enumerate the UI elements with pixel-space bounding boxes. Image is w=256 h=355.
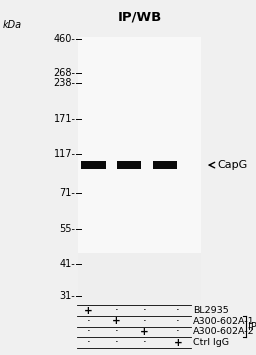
- Text: ·: ·: [176, 304, 180, 317]
- Text: ·: ·: [115, 304, 118, 317]
- Text: 117-: 117-: [54, 149, 76, 159]
- Text: ·: ·: [87, 336, 90, 349]
- Text: ·: ·: [87, 326, 90, 338]
- Text: ·: ·: [143, 336, 146, 349]
- Text: ·: ·: [176, 315, 180, 328]
- Text: CapG: CapG: [218, 160, 248, 170]
- Bar: [117, 159, 141, 171]
- Bar: [78, 253, 201, 300]
- Bar: [153, 161, 177, 169]
- Text: ·: ·: [176, 326, 180, 338]
- Text: 268-: 268-: [54, 68, 76, 78]
- Text: kDa: kDa: [3, 20, 22, 30]
- Text: +: +: [140, 327, 149, 337]
- Text: ·: ·: [115, 326, 118, 338]
- Text: 31-: 31-: [60, 291, 76, 301]
- Bar: [117, 161, 141, 169]
- Bar: [117, 160, 141, 170]
- Text: IP/WB: IP/WB: [118, 11, 162, 24]
- Text: +: +: [174, 338, 182, 348]
- Text: 71-: 71-: [60, 189, 76, 198]
- Text: ·: ·: [143, 315, 146, 328]
- Bar: [81, 161, 105, 169]
- Bar: [153, 159, 177, 171]
- Bar: [153, 160, 177, 170]
- Text: +: +: [84, 306, 93, 316]
- Bar: [81, 159, 105, 171]
- Text: A300-602A-2: A300-602A-2: [193, 327, 255, 337]
- Text: +: +: [112, 316, 121, 326]
- Text: 41-: 41-: [60, 260, 76, 269]
- Text: 460-: 460-: [54, 34, 76, 44]
- Text: ·: ·: [143, 304, 146, 317]
- Text: 238-: 238-: [54, 78, 76, 88]
- Text: BL2935: BL2935: [193, 306, 229, 315]
- Text: ·: ·: [115, 336, 118, 349]
- Bar: [78, 37, 201, 300]
- Bar: [81, 160, 105, 170]
- Text: 55-: 55-: [59, 224, 76, 234]
- Text: A300-602A-1: A300-602A-1: [193, 317, 255, 326]
- Text: 171-: 171-: [54, 114, 76, 124]
- Text: IP: IP: [248, 322, 256, 332]
- Text: Ctrl IgG: Ctrl IgG: [193, 338, 229, 347]
- Text: ·: ·: [87, 315, 90, 328]
